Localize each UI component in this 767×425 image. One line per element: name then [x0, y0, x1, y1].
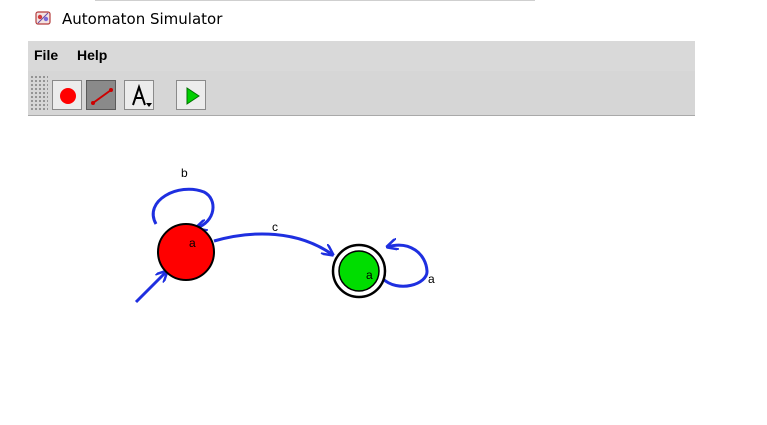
transition-label-b[interactable]: b [181, 166, 188, 180]
state-s0[interactable]: a [157, 223, 215, 281]
menu-file[interactable]: File [34, 47, 59, 63]
transition-loop-s0[interactable] [151, 187, 215, 228]
transition-s0-s1[interactable] [213, 232, 333, 255]
add-state-button[interactable] [52, 80, 82, 110]
green-play-icon [186, 87, 200, 105]
title-divider [95, 0, 535, 1]
transition-label-a[interactable]: a [428, 272, 435, 286]
automaton-canvas[interactable]: b c a a a [28, 116, 695, 421]
state-label-s0: a [189, 236, 196, 250]
transition-label-c[interactable]: c [272, 220, 278, 234]
window-title: Automaton Simulator [62, 10, 223, 28]
transition-loop-s1[interactable] [380, 245, 429, 288]
add-transition-button[interactable] [86, 80, 116, 110]
menu-bar: File Help [28, 41, 695, 72]
toolbar [28, 71, 695, 116]
toolbar-grip-handle[interactable] [30, 75, 48, 111]
arrow-line-icon [91, 88, 113, 105]
automaton-diagram: b c a a a [134, 166, 435, 304]
menu-help[interactable]: Help [77, 47, 108, 63]
initial-state-arrow[interactable] [134, 271, 167, 304]
label-tool-button[interactable] [124, 80, 154, 110]
state-label-s1: a [366, 268, 373, 282]
red-circle-icon [60, 88, 76, 104]
state-s1[interactable]: a [331, 243, 387, 299]
app-icon [34, 9, 52, 27]
title-bar: Automaton Simulator [0, 0, 767, 38]
text-a-icon [132, 83, 152, 107]
run-simulation-button[interactable] [176, 80, 206, 110]
